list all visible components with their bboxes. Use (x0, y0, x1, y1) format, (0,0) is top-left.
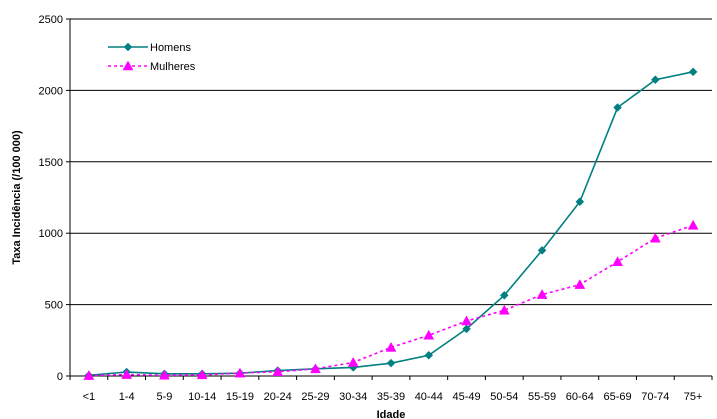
series-group (83, 67, 699, 380)
x-tick-label: 20-24 (264, 391, 292, 403)
data-point-mulheres (574, 279, 586, 289)
series-mulheres (83, 219, 699, 380)
legend-marker-homens (123, 42, 133, 52)
data-point-mulheres (121, 369, 133, 379)
data-point-homens (499, 290, 509, 300)
x-tick-labels: <1 1-4 5-9 10-14 15-19 20-24 25-29 30-34 35-39 40… (83, 391, 703, 403)
data-point-homens (386, 358, 396, 368)
legend-item-homens: Homens (108, 42, 191, 54)
data-point-mulheres (687, 219, 699, 230)
x-tick-label: 40-44 (415, 391, 443, 403)
data-point-mulheres (347, 356, 359, 367)
data-point-homens (613, 103, 622, 112)
data-point-mulheres (310, 363, 321, 374)
data-point-mulheres (83, 370, 95, 380)
y-tick-labels: 0 500 1000 1500 2000 2500 (39, 14, 63, 383)
x-tick-label: 60-64 (566, 391, 594, 403)
data-point-homens (424, 350, 434, 360)
x-tick-label: 75+ (684, 391, 703, 403)
data-point-mulheres (272, 366, 284, 376)
x-tick-label: 30-34 (339, 391, 367, 403)
y-axis-title: Taxa Incidência (/100 000) (11, 130, 23, 265)
data-point-homens (462, 324, 471, 334)
legend: Homens Mulheres (108, 42, 196, 73)
gridlines (70, 18, 712, 306)
data-point-mulheres (234, 367, 246, 378)
x-tick-label: 1-4 (119, 391, 135, 403)
x-tick-label: 35-39 (377, 391, 405, 403)
y-tick-label: 2500 (39, 14, 63, 26)
data-point-homens (575, 197, 585, 207)
series-line-mulheres (88, 224, 694, 377)
data-point-mulheres (498, 304, 510, 315)
x-tick-label: 10-14 (188, 391, 216, 403)
x-tick-label: 55-59 (528, 391, 556, 403)
x-tick-label: 25-29 (301, 391, 329, 403)
data-point-mulheres (536, 289, 548, 299)
data-point-homens (650, 75, 660, 85)
data-point-mulheres (612, 256, 624, 267)
x-tick-label: 50-54 (490, 391, 518, 403)
legend-label-mulheres: Mulheres (150, 61, 196, 73)
x-tick-label: 65-69 (604, 391, 632, 403)
y-tick-label: 500 (45, 300, 63, 312)
x-tick-label: 15-19 (226, 391, 254, 403)
y-tick-label: 1500 (39, 157, 63, 169)
x-tick-label: 45-49 (452, 391, 480, 403)
series-homens (84, 67, 698, 380)
series-line-homens (88, 71, 694, 377)
y-tick-label: 0 (57, 371, 63, 383)
data-point-mulheres (461, 315, 472, 326)
axes (66, 18, 713, 380)
data-point-mulheres (649, 232, 661, 243)
y-tick-label: 1000 (39, 228, 63, 240)
data-point-homens (688, 67, 698, 77)
legend-item-mulheres: Mulheres (108, 60, 196, 73)
x-tick-label: 70-74 (641, 391, 669, 403)
data-point-mulheres (423, 329, 435, 340)
x-tick-label: 5-9 (156, 391, 172, 403)
legend-label-homens: Homens (150, 42, 191, 54)
data-point-mulheres (158, 369, 170, 380)
data-point-homens (537, 245, 547, 255)
x-axis-title: Idade (377, 409, 406, 419)
data-point-mulheres (196, 369, 208, 380)
data-point-mulheres (385, 341, 397, 352)
legend-marker-mulheres (122, 60, 134, 71)
x-tick-label: <1 (83, 391, 96, 403)
y-tick-label: 2000 (39, 85, 63, 97)
